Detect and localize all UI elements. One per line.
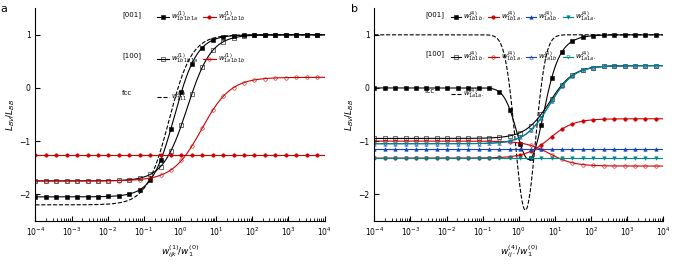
Y-axis label: $L_{BV}/L_{BB}$: $L_{BV}/L_{BB}$ xyxy=(343,98,356,131)
Text: fcc: fcc xyxy=(425,88,435,94)
X-axis label: $w^{(4)}_{ij\cdot}/w^{(0)}_1$: $w^{(4)}_{ij\cdot}/w^{(0)}_1$ xyxy=(500,244,538,260)
Legend: $w^{(4)}_{1a1a\cdot}$: $w^{(4)}_{1a1a\cdot}$ xyxy=(448,84,488,103)
Text: b: b xyxy=(351,4,358,14)
Text: fcc: fcc xyxy=(122,90,132,96)
Text: [001]: [001] xyxy=(122,11,141,18)
Text: [100]: [100] xyxy=(122,52,141,59)
Y-axis label: $L_{BV}/L_{BB}$: $L_{BV}/L_{BB}$ xyxy=(4,98,17,131)
Legend: $w^{(1)}_{111}$: $w^{(1)}_{111}$ xyxy=(154,87,190,107)
Text: a: a xyxy=(1,4,7,14)
Text: [100]: [100] xyxy=(425,51,444,58)
Text: [001]: [001] xyxy=(425,11,444,18)
X-axis label: $w^{(1)}_{ijk}/w^{(0)}_1$: $w^{(1)}_{ijk}/w^{(0)}_1$ xyxy=(161,244,199,260)
